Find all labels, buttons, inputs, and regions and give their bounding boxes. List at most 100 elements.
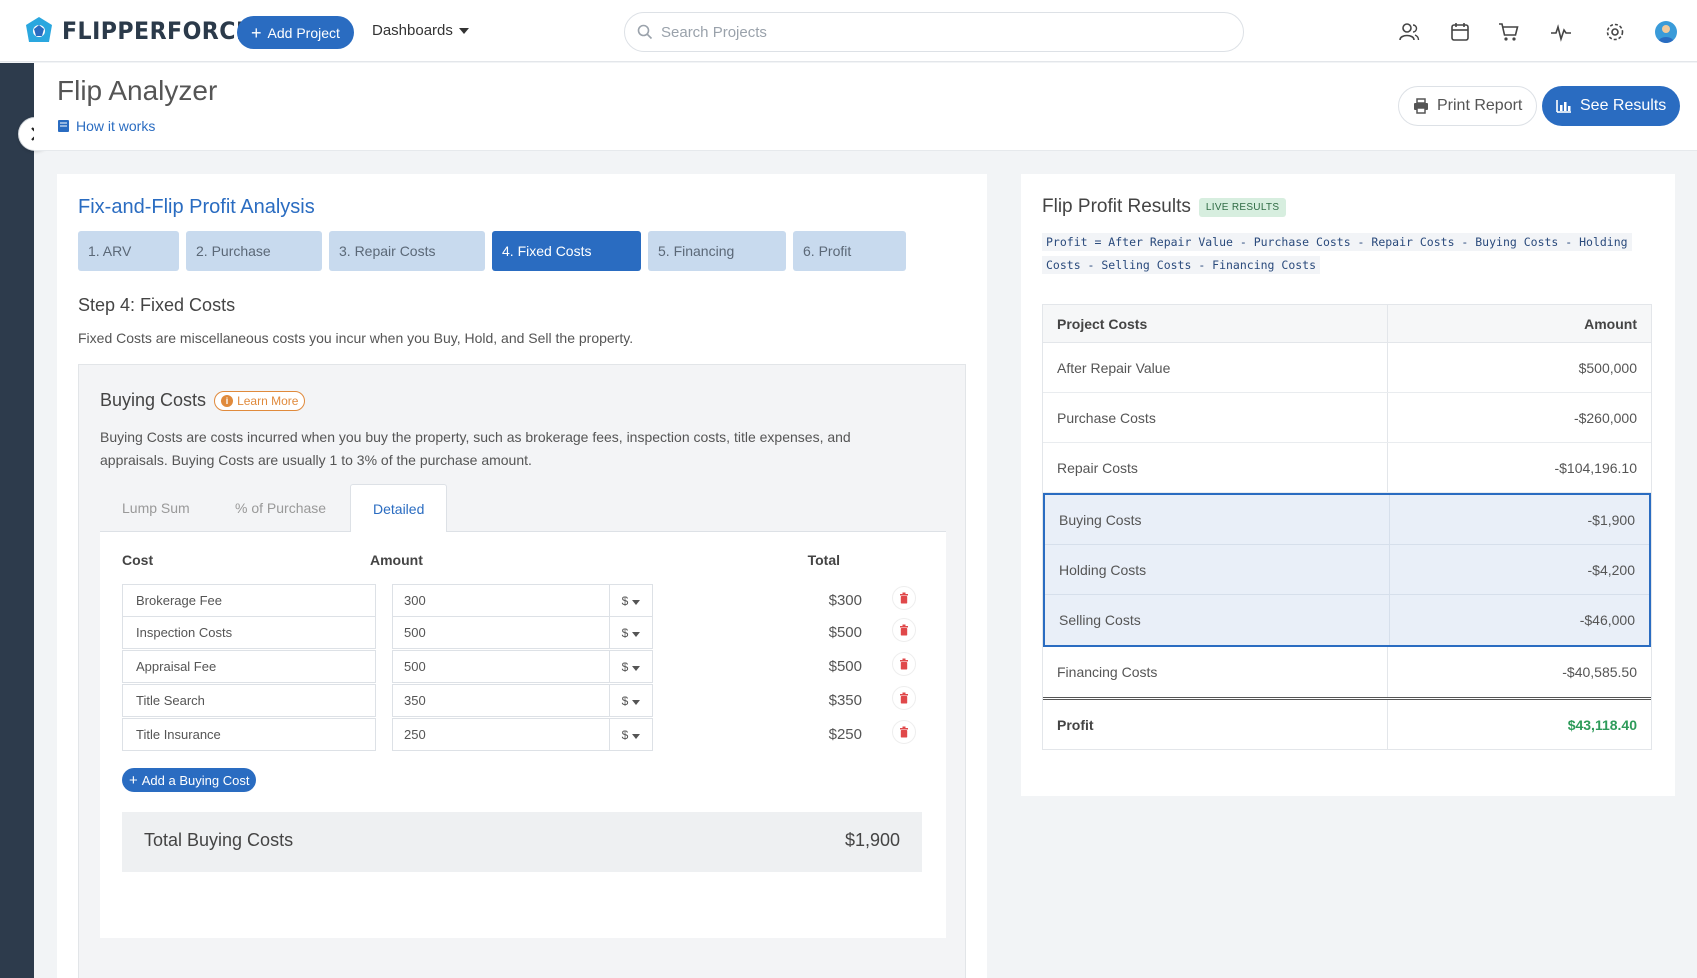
cost-unit-select[interactable]: $ (609, 718, 653, 751)
delete-cost-button[interactable] (892, 586, 916, 610)
unit-label: $ (621, 593, 629, 608)
table-row: Financing Costs -$40,585.50 (1043, 647, 1651, 697)
table-row: Selling Costs -$46,000 (1045, 595, 1649, 645)
table-row: Holding Costs -$4,200 (1045, 545, 1649, 595)
formula-line-1: Profit = After Repair Value - Purchase C… (1042, 233, 1632, 251)
column-header-cost: Cost (122, 552, 154, 568)
row-label: After Repair Value (1057, 359, 1171, 376)
delete-cost-button[interactable] (892, 652, 916, 676)
printer-icon (1414, 98, 1428, 114)
step-label: 5. Financing (658, 243, 735, 259)
buying-costs-section: Buying Costs i Learn More Buying Costs a… (78, 364, 966, 978)
info-icon: i (221, 394, 234, 407)
cost-unit-select[interactable]: $ (609, 650, 653, 683)
table-row: Repair Costs -$104,196.10 (1043, 443, 1651, 493)
row-value: -$40,585.50 (1562, 664, 1637, 680)
formula-line-2: Costs - Selling Costs - Financing Costs (1042, 256, 1321, 274)
cost-total: $300 (828, 592, 862, 609)
cost-amount-input[interactable]: 250 (392, 718, 610, 751)
analysis-title: Fix-and-Flip Profit Analysis (78, 196, 315, 218)
cost-total: $350 (828, 692, 862, 709)
header-amount: Amount (1584, 315, 1637, 332)
unit-label: $ (621, 659, 629, 674)
chevron-down-icon (458, 27, 469, 34)
how-it-works-link[interactable]: How it works (57, 118, 155, 134)
tab-percent-of-purchase[interactable]: % of Purchase (213, 484, 348, 532)
row-label: Purchase Costs (1057, 409, 1156, 426)
top-navbar: FLIPPERFORCE + Add Project Dashboards (0, 0, 1697, 62)
page-title: Flip Analyzer (57, 75, 218, 106)
analysis-panel: Fix-and-Flip Profit Analysis 1. ARV 2. P… (57, 174, 987, 978)
row-label: Financing Costs (1057, 664, 1158, 680)
brand-logo[interactable]: FLIPPERFORCE (24, 16, 268, 46)
column-divider (1389, 595, 1390, 645)
profit-row: Profit $43,118.40 (1043, 697, 1651, 749)
row-label: Repair Costs (1057, 459, 1138, 476)
cost-amount-input[interactable]: 350 (392, 684, 610, 717)
cost-total: $500 (828, 624, 862, 641)
cost-unit-select[interactable]: $ (609, 684, 653, 717)
avatar[interactable] (1655, 21, 1677, 43)
step-tab-profit[interactable]: 6. Profit (793, 231, 906, 271)
learn-more-button[interactable]: i Learn More (214, 390, 306, 411)
search-input[interactable] (661, 23, 1201, 41)
total-buying-costs-value: $1,900 (844, 830, 900, 850)
table-row: Buying Costs -$1,900 (1045, 495, 1649, 545)
cost-total: $500 (828, 658, 862, 675)
delete-cost-button[interactable] (892, 618, 916, 642)
tab-lump-sum[interactable]: Lump Sum (100, 484, 212, 532)
cost-unit-select[interactable]: $ (609, 616, 653, 649)
calendar-icon[interactable] (1449, 21, 1471, 43)
row-label: Holding Costs (1059, 561, 1147, 578)
cart-icon[interactable] (1498, 21, 1520, 43)
cost-amount-input[interactable]: 500 (392, 650, 610, 683)
cost-amount-input[interactable]: 300 (392, 584, 610, 617)
tab-label: Detailed (373, 500, 425, 517)
profit-formula: Profit = After Repair Value - Purchase C… (1042, 231, 1652, 277)
table-row: Purchase Costs -$260,000 (1043, 393, 1651, 443)
step-tab-fixed-costs[interactable]: 4. Fixed Costs (492, 231, 641, 271)
buying-costs-description: Buying Costs are costs incurred when you… (100, 429, 851, 468)
cost-name-input[interactable]: Appraisal Fee (122, 650, 376, 683)
column-divider (1387, 647, 1388, 697)
buying-costs-title: Buying Costs (100, 390, 207, 410)
column-divider (1389, 545, 1390, 594)
cost-amount-input[interactable]: 500 (392, 616, 610, 649)
step-label: 4. Fixed Costs (502, 243, 592, 259)
cost-unit-select[interactable]: $ (609, 584, 653, 617)
delete-cost-button[interactable] (892, 686, 916, 710)
step-label: 1. ARV (88, 243, 132, 259)
activity-icon[interactable] (1550, 21, 1572, 43)
cost-name-input[interactable]: Title Insurance (122, 718, 376, 751)
print-report-button[interactable]: Print Report (1398, 86, 1538, 126)
row-value: -$1,900 (1587, 511, 1635, 528)
add-project-button[interactable]: + Add Project (237, 16, 354, 49)
column-divider (1387, 443, 1388, 492)
cost-name-input[interactable]: Brokerage Fee (122, 584, 376, 617)
step-tab-repair-costs[interactable]: 3. Repair Costs (329, 231, 485, 271)
table-header: Project Costs Amount (1043, 305, 1651, 343)
column-header-total: Total (807, 552, 840, 568)
users-icon[interactable] (1398, 21, 1420, 43)
sidebar-rail (0, 63, 34, 978)
cost-name-input[interactable]: Title Search (122, 684, 376, 717)
step-label: 6. Profit (803, 243, 852, 259)
gear-icon[interactable] (1604, 21, 1626, 43)
delete-cost-button[interactable] (892, 720, 916, 744)
fixed-costs-highlight-group: Buying Costs -$1,900 Holding Costs -$4,2… (1043, 493, 1651, 647)
detailed-costs-panel: Cost Amount Total Brokerage Fee 300 $ $3… (100, 532, 946, 938)
tab-label: % of Purchase (235, 500, 327, 516)
step-tab-purchase[interactable]: 2. Purchase (186, 231, 322, 271)
add-buying-cost-button[interactable]: + Add a Buying Cost (122, 768, 257, 792)
unit-label: $ (621, 727, 629, 742)
chevron-down-icon (632, 631, 641, 637)
total-buying-costs-label: Total Buying Costs (144, 830, 294, 850)
tab-detailed[interactable]: Detailed (350, 484, 448, 533)
column-divider (1387, 700, 1388, 749)
see-results-button[interactable]: See Results (1542, 86, 1681, 126)
step-tab-financing[interactable]: 5. Financing (648, 231, 786, 271)
dashboards-dropdown[interactable]: Dashboards (372, 22, 469, 39)
cost-name-input[interactable]: Inspection Costs (122, 616, 376, 649)
brand-name: FLIPPERFORCE (62, 17, 252, 45)
step-tab-arv[interactable]: 1. ARV (78, 231, 179, 271)
